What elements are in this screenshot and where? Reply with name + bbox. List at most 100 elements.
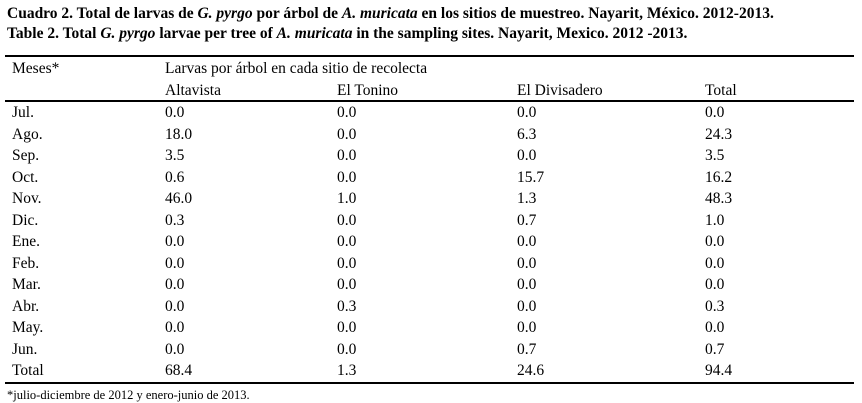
value-cell: 0.0 [705,276,725,293]
value-cell: 0.0 [337,340,357,358]
larvae-data-table: Meses* Larvas por árbol en cada sitio de… [5,55,855,384]
value-cell: 1.0 [337,190,357,207]
value-cell: 0.0 [165,104,185,121]
species-name: A. muricata [341,5,418,22]
value-cell: 94.4 [705,362,733,379]
caption-text: larvae per tree of [155,24,277,42]
value-cell: 1.3 [517,190,537,207]
value-cell: 0.0 [165,340,185,358]
value-cell: 0.0 [165,233,185,250]
value-cell: 3.5 [165,147,185,164]
value-cell: 0.0 [337,254,357,272]
group-header-larvas: Larvas por árbol en cada sitio de recole… [165,60,428,77]
month-cell: Ago. [12,125,43,143]
table-row: Jun. 0.0 0.0 0.7 0.7 [5,339,854,361]
value-cell: 16.2 [705,168,733,186]
table-row: Mar. 0.0 0.0 0.0 0.0 [5,274,854,296]
month-cell: Dic. [12,211,39,229]
species-name: G. pyrgo [197,5,253,22]
footnote: *julio-diciembre de 2012 y enero-junio d… [7,387,250,402]
value-cell: 1.0 [705,211,725,229]
value-cell: 0.0 [337,211,357,229]
site-column-header: Altavista [165,81,337,102]
value-cell: 0.0 [337,168,357,186]
value-cell: 0.0 [705,233,725,250]
value-cell: 68.4 [165,362,193,379]
value-cell: 0.0 [165,319,185,336]
value-cell: 0.0 [337,233,357,250]
site-header-row: Altavista El Tonino El Divisadero Total [5,81,855,102]
table-row: Jul. 0.0 0.0 0.0 0.0 [5,101,854,124]
value-cell: 0.0 [517,319,537,336]
site-column-header: El Divisadero [517,81,705,102]
site-column-header: Total [705,81,855,102]
value-cell: 0.0 [165,276,185,293]
value-cell: 0.0 [517,276,537,293]
table-row: Sep. 3.5 0.0 0.0 3.5 [5,145,854,167]
table-row: Abr. 0.0 0.3 0.0 0.3 [5,296,854,318]
value-cell: 0.0 [165,254,185,272]
value-cell: 0.0 [517,147,537,164]
value-cell: 0.7 [705,340,725,358]
value-cell: 0.3 [337,297,357,315]
table-row: Ago. 18.0 0.0 6.3 24.3 [5,124,854,146]
value-cell: 0.0 [517,233,537,250]
value-cell: 0.7 [517,211,537,229]
species-name: A. muricata [276,24,353,42]
table-row: May. 0.0 0.0 0.0 0.0 [5,317,854,339]
value-cell: 18.0 [165,125,193,143]
caption-text: por árbol de [252,5,342,22]
group-header-row: Meses* Larvas por árbol en cada sitio de… [5,56,854,81]
caption-text: Cuadro 2. Total de larvas de [7,5,198,22]
species-name: G. pyrgo [100,24,156,42]
value-cell: 1.3 [337,362,357,379]
table-row: Total 68.4 1.3 24.6 94.4 [5,360,854,383]
month-cell: May. [12,319,44,336]
value-cell: 0.0 [337,319,357,336]
empty-header-cell [5,81,165,102]
value-cell: 24.6 [517,362,545,379]
month-cell: Total [12,362,44,379]
value-cell: 0.0 [517,254,537,272]
value-cell: 0.0 [705,104,725,121]
table-row: Ene. 0.0 0.0 0.0 0.0 [5,231,854,253]
month-cell: Mar. [12,276,41,293]
value-cell: 0.7 [517,340,537,358]
caption-text: en los sitios de muestreo. Nayarit, Méxi… [417,5,774,22]
value-cell: 0.0 [705,254,725,272]
month-cell: Feb. [12,254,40,272]
value-cell: 6.3 [517,125,537,143]
value-cell: 0.0 [337,276,357,293]
caption-spanish: Cuadro 2. Total de larvas de G. pyrgo po… [7,4,854,24]
value-cell: 3.5 [705,147,725,164]
value-cell: 0.0 [517,297,537,315]
month-cell: Oct. [12,168,39,186]
value-cell: 24.3 [705,125,733,143]
column-header-meses: Meses* [12,60,60,77]
value-cell: 48.3 [705,190,733,207]
caption-text: in the sampling sites. Nayarit, Mexico. … [352,24,688,42]
value-cell: 15.7 [517,168,545,186]
table-row: Nov. 46.0 1.0 1.3 48.3 [5,188,854,210]
month-cell: Abr. [12,297,40,315]
table-caption: Cuadro 2. Total de larvas de G. pyrgo po… [0,0,862,43]
table-row: Feb. 0.0 0.0 0.0 0.0 [5,253,854,275]
value-cell: 0.3 [705,297,725,315]
month-cell: Sep. [12,147,40,164]
value-cell: 0.0 [337,147,357,164]
value-cell: 0.6 [165,168,185,186]
month-cell: Nov. [12,190,42,207]
table-row: Dic. 0.3 0.0 0.7 1.0 [5,210,854,232]
value-cell: 0.0 [705,319,725,336]
table-row: Oct. 0.6 0.0 15.7 16.2 [5,167,854,189]
value-cell: 0.0 [337,125,357,143]
site-column-header: El Tonino [337,81,517,102]
month-cell: Ene. [12,233,40,250]
value-cell: 0.0 [337,104,357,121]
value-cell: 0.0 [517,104,537,121]
month-cell: Jul. [12,104,34,121]
caption-text: Table 2. Total [7,24,101,42]
month-cell: Jun. [12,340,38,358]
value-cell: 0.0 [165,297,185,315]
